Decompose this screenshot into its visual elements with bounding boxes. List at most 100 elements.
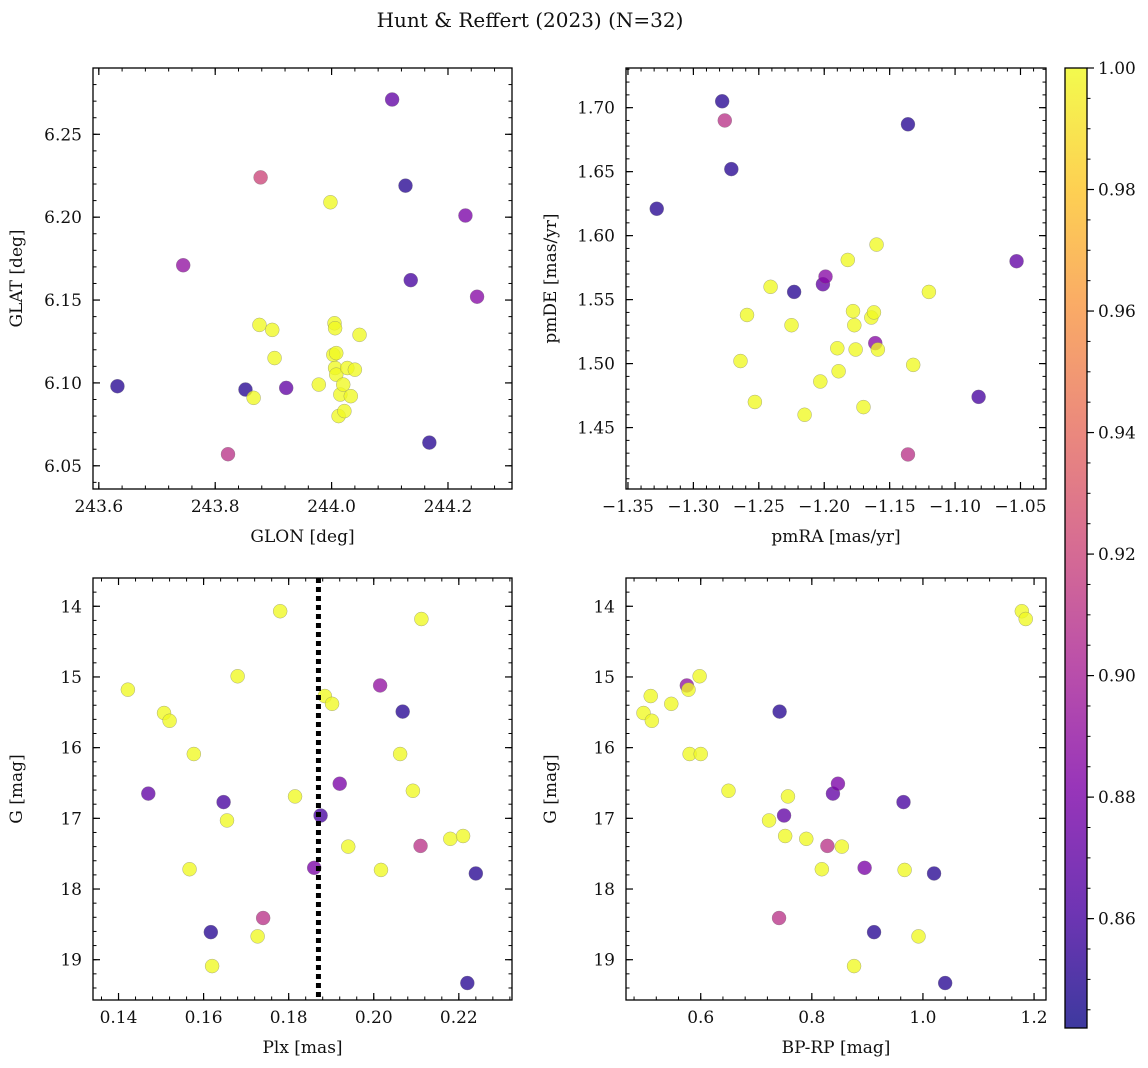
- x-tick-label: −1.35: [602, 497, 654, 517]
- scatter-point: [324, 696, 340, 712]
- scatter-point: [921, 284, 937, 300]
- y-tick-label: 1.70: [577, 99, 615, 119]
- scatter-point: [250, 929, 265, 944]
- x-tick-label: −1.25: [733, 497, 785, 517]
- scatter-point: [252, 317, 267, 333]
- scatter-panel-1: 243.6 243.8 244.0 244.2 6.05 6.10 6.15 6.20 6.25…: [7, 67, 513, 547]
- scatter-point: [714, 94, 730, 109]
- scatter-point: [203, 924, 219, 940]
- scatter-point: [926, 866, 942, 881]
- y-tick-label: 19: [593, 951, 615, 971]
- y-tick-label: 18: [593, 880, 615, 900]
- y-tick-label: 16: [60, 739, 82, 759]
- colorbar-gradient: [1065, 68, 1087, 1028]
- scatter-point: [332, 776, 347, 791]
- scatter-point: [443, 831, 458, 847]
- scatter-point: [306, 860, 322, 876]
- scatter-point: [455, 828, 471, 844]
- y-tick-label: 17: [60, 809, 82, 829]
- y-tick-label: 6.25: [44, 125, 82, 145]
- scatter-point: [777, 828, 793, 844]
- colorbar-tick-label: 0.88: [1098, 788, 1136, 808]
- scatter-point: [264, 322, 280, 338]
- scatter-point: [372, 678, 388, 693]
- scatter-point: [253, 170, 268, 185]
- scatter-point: [834, 839, 850, 854]
- scatter-point: [1018, 611, 1033, 627]
- x-tick-label: −1.30: [667, 497, 719, 517]
- x-tick-label: 0.22: [440, 1008, 478, 1028]
- scatter-point: [845, 303, 861, 319]
- scatter-point: [414, 611, 429, 627]
- scatter-point: [335, 377, 351, 392]
- scatter-point: [724, 161, 739, 177]
- scatter-panel-3: 0.14 0.16 0.18 0.20 0.22 14 15 16 17 18 19 Plx [mas…: [7, 577, 513, 1058]
- scatter-point: [776, 808, 792, 823]
- colorbar-tick-label: 0.96: [1098, 302, 1136, 322]
- colorbar-frame: [1064, 67, 1088, 1029]
- scatter-point: [403, 272, 418, 288]
- y-tick-label: 18: [60, 880, 82, 900]
- scatter-point: [458, 208, 473, 223]
- scatter-point: [204, 958, 220, 974]
- scatter-point: [347, 362, 363, 377]
- scatter-panel-4: 0.6 0.8 1.0 1.2 14 15 16 17 18 19 BP-RP [mag] G [ma…: [541, 577, 1048, 1058]
- scatter-point: [911, 929, 926, 944]
- scatter-point: [405, 783, 421, 799]
- colorbar-tick-label: 1.00: [1098, 59, 1136, 79]
- y-tick-label: 6.20: [44, 208, 82, 228]
- y-tick-label: 6.15: [44, 291, 82, 311]
- x-tick-label: 244.2: [424, 497, 473, 517]
- x-tick-label: 243.8: [191, 497, 240, 517]
- colorbar-tick-label: 0.90: [1098, 667, 1136, 687]
- y-tick-label: 1.45: [577, 419, 615, 439]
- scatter-point: [230, 669, 245, 684]
- scatter-point: [866, 924, 882, 940]
- scatter-point: [175, 257, 191, 273]
- scatter-point: [392, 746, 408, 762]
- y-tick-label: 15: [60, 668, 82, 688]
- scatter-point: [162, 713, 177, 729]
- x-tick-label: 1.0: [909, 1008, 936, 1028]
- y-tick-label: 6.05: [44, 457, 82, 477]
- scatter-point: [780, 789, 796, 804]
- y-tick-label: 1.50: [577, 355, 615, 375]
- x-tick-label: 244.0: [307, 497, 356, 517]
- y-tick-label: 15: [593, 668, 615, 688]
- y-tick-label: 17: [593, 809, 615, 829]
- x-axis-label: Plx [mas]: [262, 1038, 342, 1058]
- panels: 243.6 243.8 244.0 244.2 6.05 6.10 6.15 6.20 6.25…: [7, 67, 1048, 1058]
- y-tick-label: 14: [60, 597, 82, 617]
- scatter-point: [649, 201, 664, 217]
- scatter-point: [772, 704, 787, 719]
- scatter-point: [786, 284, 802, 300]
- scatter-point: [141, 786, 156, 801]
- y-tick-label: 14: [593, 597, 615, 617]
- x-tick-label: 0.8: [798, 1008, 825, 1028]
- scatter-panel-2: −1.35 −1.30 −1.25 −1.20 −1.15 −1.10 −1.05 1.45 1…: [541, 67, 1047, 547]
- plot-frame: [625, 67, 1047, 490]
- scatter-point: [937, 975, 953, 991]
- scatter-point: [329, 367, 344, 382]
- y-axis-label: pmDE [mas/yr]: [541, 213, 561, 343]
- x-tick-label: −1.05: [994, 497, 1046, 517]
- x-axis-label: BP-RP [mag]: [782, 1038, 891, 1058]
- scatter-point: [384, 92, 400, 107]
- scatter-point: [840, 252, 856, 268]
- scatter-point: [343, 388, 359, 404]
- scatter-point: [900, 117, 916, 132]
- scatter-point: [182, 861, 197, 877]
- y-tick-label: 1.60: [577, 227, 615, 247]
- y-tick-label: 1.55: [577, 291, 615, 311]
- scatter-point: [739, 307, 755, 323]
- scatter-point: [373, 862, 389, 878]
- x-tick-label: 0.20: [355, 1008, 393, 1028]
- y-axis-label: GLAT [deg]: [7, 229, 27, 327]
- scatter-point: [287, 789, 303, 804]
- scatter-point: [413, 838, 428, 854]
- plot-frame: [92, 67, 513, 490]
- x-tick-label: 0.6: [687, 1008, 714, 1028]
- scatter-point: [721, 783, 736, 799]
- scatter-point: [272, 603, 288, 619]
